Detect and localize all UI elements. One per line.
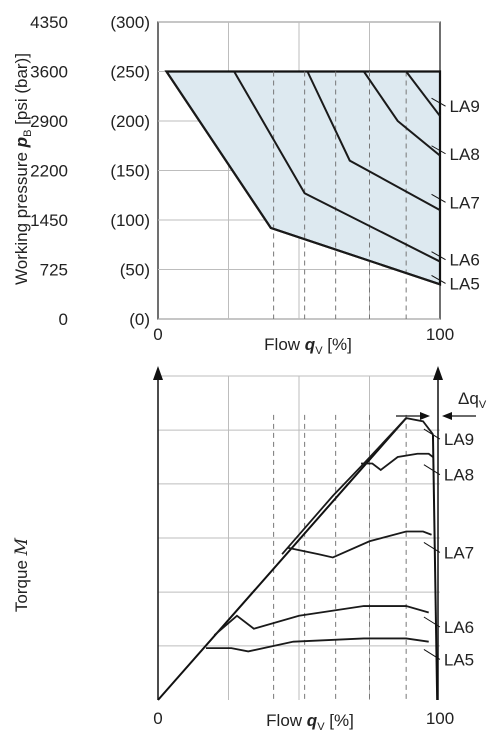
top-xtick-1: 100 — [426, 325, 454, 344]
top-ytick-psi-3: 2200 — [30, 162, 68, 181]
top-ytick-bar-4: (100) — [110, 211, 150, 230]
top-series-LA5 — [165, 70, 441, 286]
bottom-label-LA6: LA6 — [444, 618, 474, 637]
top-series-LA7 — [306, 71, 441, 211]
delta-q-arrowhead-left — [420, 412, 430, 420]
top-ytick-bar-6: (0) — [129, 310, 150, 329]
top-ytick-bar-0: (300) — [110, 13, 150, 32]
bottom-label-LA8: LA8 — [444, 466, 474, 485]
bottom-series-LA7 — [287, 530, 432, 559]
bottom-series-LA8 — [361, 452, 434, 472]
top-series-LA6 — [233, 70, 441, 263]
top-series-LA9 — [405, 70, 441, 117]
top-x-axis-label: Flow qV [%] — [264, 335, 352, 357]
bottom-series-LA5 — [205, 637, 429, 653]
top-ytick-psi-4: 1450 — [30, 211, 68, 230]
bottom-series-LA6 — [213, 605, 429, 636]
bottom-series-LA9 — [281, 417, 434, 555]
bottom-leader-LA7 — [423, 542, 441, 553]
top-label-LA5: LA5 — [450, 274, 480, 293]
top-leader-LA8 — [431, 145, 446, 155]
top-label-LA7: LA7 — [450, 193, 480, 212]
top-xlabel-suffix: [%] — [323, 335, 352, 354]
top-ytick-psi-2: 2900 — [30, 112, 68, 131]
bottom-gridlines — [158, 375, 440, 700]
delta-q-sub: V — [479, 399, 487, 411]
bottom-leader-LA6 — [423, 616, 441, 628]
top-label-LA8: LA8 — [450, 145, 480, 164]
top-ytick-psi-5: 725 — [40, 261, 68, 280]
bottom-series-lines — [205, 417, 439, 701]
bottom-xtick-0: 0 — [153, 709, 162, 728]
delta-q-label: ΔqV — [458, 389, 487, 411]
bottom-label-LA9: LA9 — [444, 430, 474, 449]
delta-q-indicator: ΔqV — [396, 389, 487, 420]
bottom-xlabel-sub: V — [317, 721, 325, 731]
pressure-envelope-area — [164, 70, 442, 286]
torque-diagonal-line — [157, 417, 407, 701]
top-x-tick-labels: 0 100 — [153, 325, 454, 344]
top-xlabel-symbol: q — [305, 335, 316, 354]
top-leader-LA9 — [431, 97, 446, 107]
top-ylabel-symbol: p — [12, 137, 31, 148]
bottom-leader-LA9 — [423, 428, 441, 440]
top-y-tick-labels: 4350 (300) 3600 (250) 2900 (200) 2200 (150) 1450… — [30, 13, 150, 329]
top-series-labels: LA9 LA8 LA7 LA6 LA5 — [431, 97, 480, 293]
bottom-y-axis-label: Torque M — [12, 537, 32, 612]
top-series-LA8 — [363, 70, 441, 157]
top-xtick-0: 0 — [153, 325, 162, 344]
bottom-xtick-1: 100 — [426, 709, 454, 728]
bottom-right-axis-arrow — [433, 366, 443, 380]
bottom-label-LA5: LA5 — [444, 650, 474, 669]
bottom-y-axis-arrow — [153, 366, 163, 380]
top-label-LA9: LA9 — [450, 97, 480, 116]
top-leader-LA6 — [431, 251, 446, 261]
top-ylabel-sub: B — [22, 130, 34, 137]
bottom-leader-LA5 — [423, 648, 441, 660]
top-leader-LA7 — [431, 193, 446, 203]
bottom-xlabel-suffix: [%] — [325, 711, 354, 730]
top-ytick-psi-1: 3600 — [30, 63, 68, 82]
pressure-flow-chart: 4350 (300) 3600 (250) 2900 (200) 2200 (150) 1450… — [12, 13, 480, 357]
bottom-label-LA7: LA7 — [444, 543, 474, 562]
top-ytick-bar-5: (50) — [120, 261, 150, 280]
top-ytick-bar-3: (150) — [110, 162, 150, 181]
bottom-ylabel-symbol: M — [12, 537, 32, 556]
bottom-x-axis-label: Flow qV [%] — [266, 711, 354, 731]
top-ytick-bar-1: (250) — [110, 63, 150, 82]
top-leader-LA5 — [431, 275, 446, 284]
top-ytick-bar-2: (200) — [110, 112, 150, 131]
top-label-LA6: LA6 — [450, 251, 480, 270]
bottom-series-labels: LA9 LA8 LA7 LA6 LA5 — [423, 428, 474, 669]
top-xlabel-sub: V — [315, 345, 323, 357]
bottom-dashed-lines — [273, 414, 407, 700]
top-series-lines — [165, 70, 441, 286]
bottom-ylabel-prefix: Torque — [12, 555, 31, 612]
bottom-leader-LA8 — [423, 464, 441, 476]
top-ylabel-prefix: Working pressure — [12, 147, 31, 285]
top-ytick-psi-0: 4350 — [30, 13, 68, 32]
delta-q-symbol: Δq — [458, 389, 479, 408]
bottom-xlabel-prefix: Flow — [266, 711, 307, 730]
bottom-right-drop-line — [431, 434, 439, 701]
top-xlabel-prefix: Flow — [264, 335, 305, 354]
bottom-xlabel-symbol: q — [307, 711, 318, 730]
top-ylabel-suffix: [psi (bar)] — [12, 53, 31, 130]
top-ytick-psi-6: 0 — [59, 310, 68, 329]
top-y-axis-label: Working pressure pB [psi (bar)] — [12, 53, 34, 285]
delta-q-arrowhead-right — [442, 412, 452, 420]
bottom-x-tick-labels: 0 100 — [153, 709, 454, 728]
